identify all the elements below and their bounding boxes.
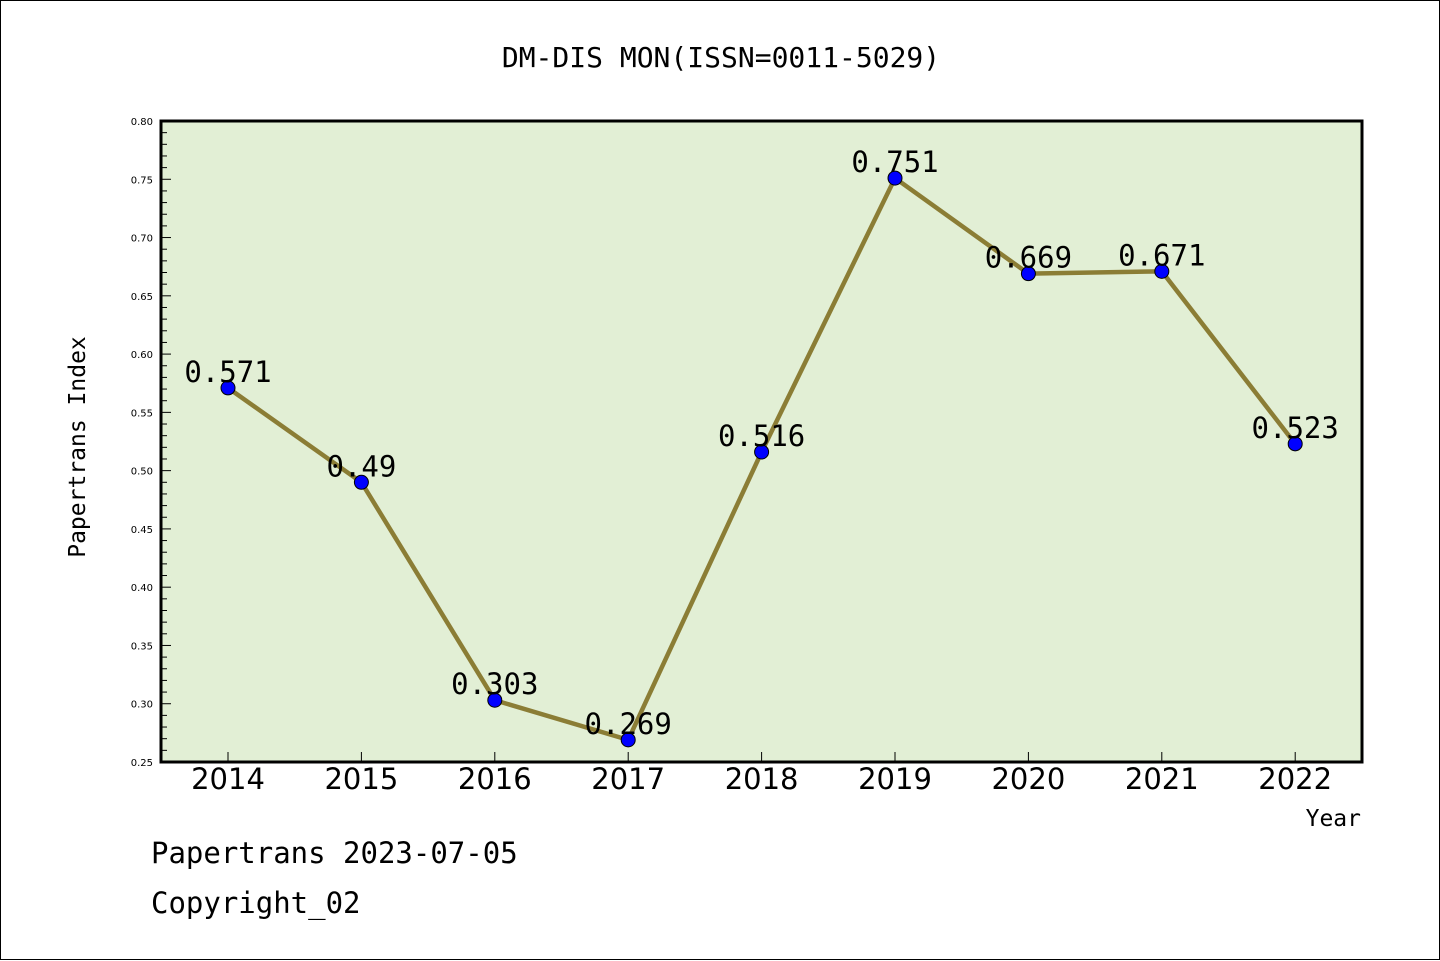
data-point: [220, 380, 236, 396]
data-point: [887, 170, 903, 186]
data-point: [1154, 263, 1170, 279]
y-tick-label: 0.60: [131, 350, 153, 361]
footer-copyright: Copyright_02: [151, 886, 361, 920]
data-label: 0.571: [184, 355, 271, 389]
y-tick-label: 0.55: [131, 408, 153, 419]
y-tick-label: 0.40: [131, 583, 153, 594]
data-label: 0.751: [851, 145, 938, 179]
data-point: [1020, 266, 1036, 282]
data-label: 0.669: [985, 241, 1072, 275]
y-tick-label: 0.65: [131, 292, 153, 303]
y-axis-label: Papertrans Index: [65, 336, 91, 558]
y-tick-label: 0.35: [131, 641, 153, 652]
data-point: [754, 444, 770, 460]
data-points: [220, 170, 1303, 748]
x-tick-label: 2020: [991, 762, 1065, 796]
data-label: 0.49: [326, 449, 396, 483]
chart-title: DM-DIS MON(ISSN=0011-5029): [502, 41, 940, 74]
data-label: 0.671: [1118, 238, 1205, 272]
x-tick-label: 2018: [725, 762, 799, 796]
y-tick-label: 0.50: [131, 467, 153, 478]
x-tick-label: 2017: [591, 762, 665, 796]
y-tick-label: 0.70: [131, 234, 153, 245]
y-tick-label: 0.25: [131, 758, 153, 769]
x-tick-label: 2015: [324, 762, 398, 796]
y-axis: 0.25 0.30 0.35 0.40 0.45 0.50 0.55 0.60 0.65 0.70…: [131, 117, 171, 769]
data-label: 0.516: [718, 419, 805, 453]
data-point: [620, 732, 636, 748]
data-label: 0.303: [451, 667, 538, 701]
x-tick-label: 2014: [191, 762, 265, 796]
y-tick-label: 0.45: [131, 525, 153, 536]
y-tick-label: 0.80: [131, 117, 153, 128]
y-tick-label: 0.30: [131, 700, 153, 711]
data-labels: 0.571 0.49 0.303 0.269 0.516 0.751 0.669 0.671 0…: [184, 145, 1339, 741]
x-axis-label: Year: [1306, 806, 1361, 832]
data-label: 0.523: [1252, 411, 1339, 445]
data-point: [487, 692, 503, 708]
footer-date: Papertrans 2023-07-05: [151, 836, 518, 870]
x-axis: 2014 2015 2016 2017 2018 2019 2020 2021 2022: [191, 752, 1332, 796]
data-label: 0.269: [585, 707, 672, 741]
x-tick-label: 2021: [1125, 762, 1199, 796]
x-tick-label: 2022: [1258, 762, 1332, 796]
data-point: [1287, 436, 1303, 452]
y-tick-label: 0.75: [131, 175, 153, 186]
x-tick-label: 2016: [458, 762, 532, 796]
plot-area: [159, 119, 1364, 764]
x-tick-label: 2019: [858, 762, 932, 796]
data-point: [353, 474, 369, 490]
